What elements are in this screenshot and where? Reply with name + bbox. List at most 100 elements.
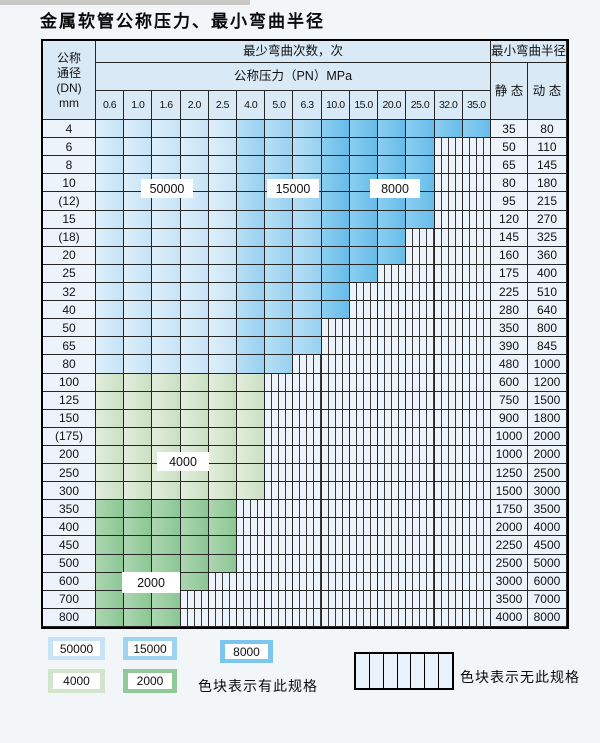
static-radius-cell: 175 <box>490 264 528 283</box>
no-spec-cell <box>434 554 463 573</box>
spec-cell-b50000 <box>208 120 238 139</box>
no-spec-cell <box>265 464 294 483</box>
static-radius-cell: 3000 <box>490 572 528 591</box>
dn-header-line: mm <box>59 95 79 110</box>
spec-cell-b50000 <box>152 264 181 283</box>
dynamic-radius-cell: 400 <box>527 264 567 283</box>
pressure-tick: 20.0 <box>378 91 407 120</box>
spec-cell-g4000 <box>237 445 266 465</box>
no-spec-cell <box>462 174 491 193</box>
no-spec-cell <box>462 482 491 501</box>
spec-cell-g2000 <box>124 500 153 519</box>
spec-cell-b50000 <box>124 319 153 338</box>
no-spec-cell <box>462 554 491 573</box>
spec-cell-b50000 <box>124 156 153 175</box>
spec-cell-b50000 <box>96 228 125 247</box>
spec-cell-g4000 <box>237 464 266 483</box>
no-spec-cell <box>406 536 435 555</box>
no-spec-cell <box>434 445 463 465</box>
spec-cell-g4000 <box>124 373 153 392</box>
dn-header-line: (DN) <box>56 80 82 95</box>
dn-cell: 500 <box>43 554 96 573</box>
hatch-sample-cell <box>370 654 384 688</box>
spec-cell-b8000 <box>321 264 350 283</box>
no-spec-cell <box>321 445 350 465</box>
no-spec-cell <box>265 590 294 609</box>
dn-cell: 700 <box>43 590 96 609</box>
spec-cell-g2000 <box>208 536 238 555</box>
no-spec-cell <box>462 246 491 265</box>
spec-cell-b15000 <box>237 246 266 265</box>
no-spec-cell <box>406 282 435 302</box>
spec-cell-b8000 <box>321 120 350 139</box>
dynamic-radius-cell: 325 <box>527 228 567 247</box>
no-spec-cell <box>293 445 322 465</box>
spec-cell-b15000 <box>237 264 266 283</box>
no-spec-cell <box>349 518 379 537</box>
no-spec-cell <box>321 500 350 519</box>
no-spec-cell <box>462 590 491 609</box>
spec-cell-b50000 <box>208 174 238 193</box>
no-spec-cell <box>265 518 294 537</box>
dynamic-radius-cell: 800 <box>527 319 567 338</box>
spec-cell-g4000 <box>96 409 125 428</box>
no-spec-cell <box>293 518 322 537</box>
static-radius-cell: 80 <box>490 174 528 193</box>
legend-swatch-label: 50000 <box>53 641 100 656</box>
spec-cell-g4000 <box>237 427 266 446</box>
spec-cell-b50000 <box>96 337 125 356</box>
pressure-tick: 5.0 <box>265 91 294 120</box>
spec-cell-b15000 <box>293 319 322 338</box>
no-spec-cell <box>378 536 407 555</box>
static-radius-cell: 2250 <box>490 536 528 555</box>
no-spec-cell <box>349 319 379 338</box>
spec-cell-b50000 <box>152 282 181 302</box>
no-spec-cell <box>462 518 491 537</box>
spec-cell-b50000 <box>152 210 181 229</box>
no-spec-cell <box>321 427 350 446</box>
no-spec-cell <box>349 445 379 465</box>
spec-cell-b15000 <box>237 319 266 338</box>
legend-absent-note: 色块表示无此规格 <box>460 669 580 685</box>
no-spec-cell <box>434 228 463 247</box>
no-spec-cell <box>462 156 491 175</box>
pressure-tick: 6.3 <box>293 91 322 120</box>
static-radius-cell: 2000 <box>490 518 528 537</box>
spec-cell-g4000 <box>96 482 125 501</box>
spec-cell-g2000 <box>208 500 238 519</box>
no-spec-cell <box>293 554 322 573</box>
spec-cell-b50000 <box>124 210 153 229</box>
spec-cell-g2000 <box>124 554 153 573</box>
spec-cell-g2000 <box>180 572 209 591</box>
spec-cell-g4000 <box>152 482 181 501</box>
spec-cell-g2000 <box>124 590 153 609</box>
dn-cell: 450 <box>43 536 96 555</box>
static-radius-cell: 2500 <box>490 554 528 573</box>
no-spec-cell <box>208 608 238 627</box>
no-spec-cell <box>321 337 350 356</box>
spec-cell-g4000 <box>208 482 238 501</box>
spec-cell-b50000 <box>124 264 153 283</box>
no-spec-cell <box>293 464 322 483</box>
no-spec-cell <box>349 482 379 501</box>
no-spec-cell <box>462 536 491 555</box>
legend-swatch-8000: 8000 <box>220 640 273 663</box>
no-spec-cell <box>321 554 350 573</box>
no-spec-cell <box>321 536 350 555</box>
spec-cell-g4000 <box>124 482 153 501</box>
no-spec-cell <box>462 608 491 627</box>
no-spec-cell <box>349 427 379 446</box>
dn-cell: 8 <box>43 156 96 175</box>
no-spec-cell <box>265 572 294 591</box>
pressure-tick: 1.0 <box>124 91 153 120</box>
spec-cell-g2000 <box>96 608 125 627</box>
spec-cell-b50000 <box>96 301 125 320</box>
dynamic-radius-cell: 2000 <box>527 445 567 465</box>
spec-cell-b15000 <box>237 301 266 320</box>
no-spec-cell <box>237 554 266 573</box>
static-radius-cell: 1000 <box>490 427 528 446</box>
zone-label-50000: 50000 <box>141 179 193 198</box>
no-spec-cell <box>180 590 209 609</box>
no-spec-cell <box>293 427 322 446</box>
spec-cell-b8000 <box>406 138 435 157</box>
